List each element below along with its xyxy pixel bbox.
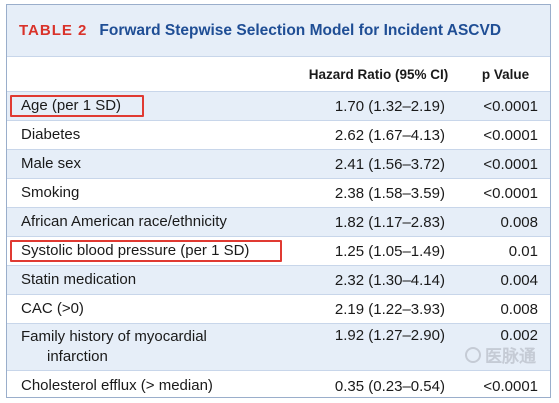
row-variable: CAC (>0) [21, 300, 84, 317]
row-hazard-ratio: 2.41 (1.56–3.72) [334, 155, 445, 173]
row-hazard-ratio: 2.62 (1.67–4.13) [334, 126, 445, 144]
row-variable: Smoking [21, 184, 80, 201]
table-title: Forward Stepwise Selection Model for Inc… [99, 21, 502, 39]
row-variable: African American race/ethnicity [21, 213, 227, 230]
table-title-bar: TABLE 2 Forward Stepwise Selection Model… [7, 5, 550, 57]
table-row: Systolic blood pressure (per 1 SD) 1.25 … [7, 237, 550, 266]
row-variable: Family history of myocardial [21, 328, 207, 345]
table-number: TABLE 2 [19, 22, 88, 39]
row-variable: Male sex [21, 155, 82, 172]
table-row: Diabetes 2.62 (1.67–4.13) <0.0001 [7, 121, 550, 150]
row-variable: Cholesterol efflux (> median) [21, 377, 213, 394]
row-p-value: 0.008 [500, 300, 538, 318]
watermark-logo-icon [465, 346, 481, 363]
row-variable: Systolic blood pressure (per 1 SD) [21, 242, 250, 259]
table-header-row: Hazard Ratio (95% CI) p Value [7, 57, 550, 92]
row-p-value: <0.0001 [483, 155, 538, 173]
header-hazard-ratio: Hazard Ratio (95% CI) [308, 66, 449, 82]
row-variable: Age (per 1 SD) [21, 97, 122, 114]
table-row: Smoking 2.38 (1.58–3.59) <0.0001 [7, 179, 550, 208]
row-hazard-ratio: 1.25 (1.05–1.49) [334, 242, 445, 260]
highlight-box [10, 240, 282, 262]
row-p-value: <0.0001 [483, 377, 538, 395]
row-variable-continued: infarction [47, 348, 108, 365]
row-hazard-ratio: 1.92 (1.27–2.90) [334, 327, 445, 344]
row-hazard-ratio: 2.38 (1.58–3.59) [334, 184, 445, 202]
row-p-value: 0.01 [508, 242, 538, 260]
table-row: CAC (>0) 2.19 (1.22–3.93) 0.008 [7, 295, 550, 324]
row-p-value: <0.0001 [483, 97, 538, 115]
table-row: Male sex 2.41 (1.56–3.72) <0.0001 [7, 150, 550, 179]
row-variable: Diabetes [21, 126, 81, 143]
row-hazard-ratio: 1.82 (1.17–2.83) [334, 213, 445, 231]
row-p-value: 0.008 [500, 213, 538, 231]
watermark-text: 医脉通 [485, 347, 536, 366]
row-p-value: <0.0001 [483, 184, 538, 202]
row-hazard-ratio: 0.35 (0.23–0.54) [334, 377, 445, 395]
highlight-box [10, 95, 144, 117]
row-hazard-ratio: 2.32 (1.30–4.14) [334, 271, 445, 289]
row-p-value: 0.002 [500, 327, 538, 344]
watermark: 医脉通 [465, 342, 536, 367]
header-p-value: p Value [481, 66, 530, 82]
row-p-value: 0.004 [500, 271, 538, 289]
table-frame: TABLE 2 Forward Stepwise Selection Model… [6, 4, 551, 398]
row-p-value: <0.0001 [483, 126, 538, 144]
table-row: Family history of myocardial infarction … [7, 324, 550, 371]
table-row: Age (per 1 SD) 1.70 (1.32–2.19) <0.0001 [7, 92, 550, 121]
row-hazard-ratio: 2.19 (1.22–3.93) [334, 300, 445, 318]
row-variable: Statin medication [21, 271, 137, 288]
table-row: African American race/ethnicity 1.82 (1.… [7, 208, 550, 237]
table-row: Statin medication 2.32 (1.30–4.14) 0.004 [7, 266, 550, 295]
row-hazard-ratio: 1.70 (1.32–2.19) [334, 97, 445, 115]
table-row: Cholesterol efflux (> median) 0.35 (0.23… [7, 371, 550, 397]
